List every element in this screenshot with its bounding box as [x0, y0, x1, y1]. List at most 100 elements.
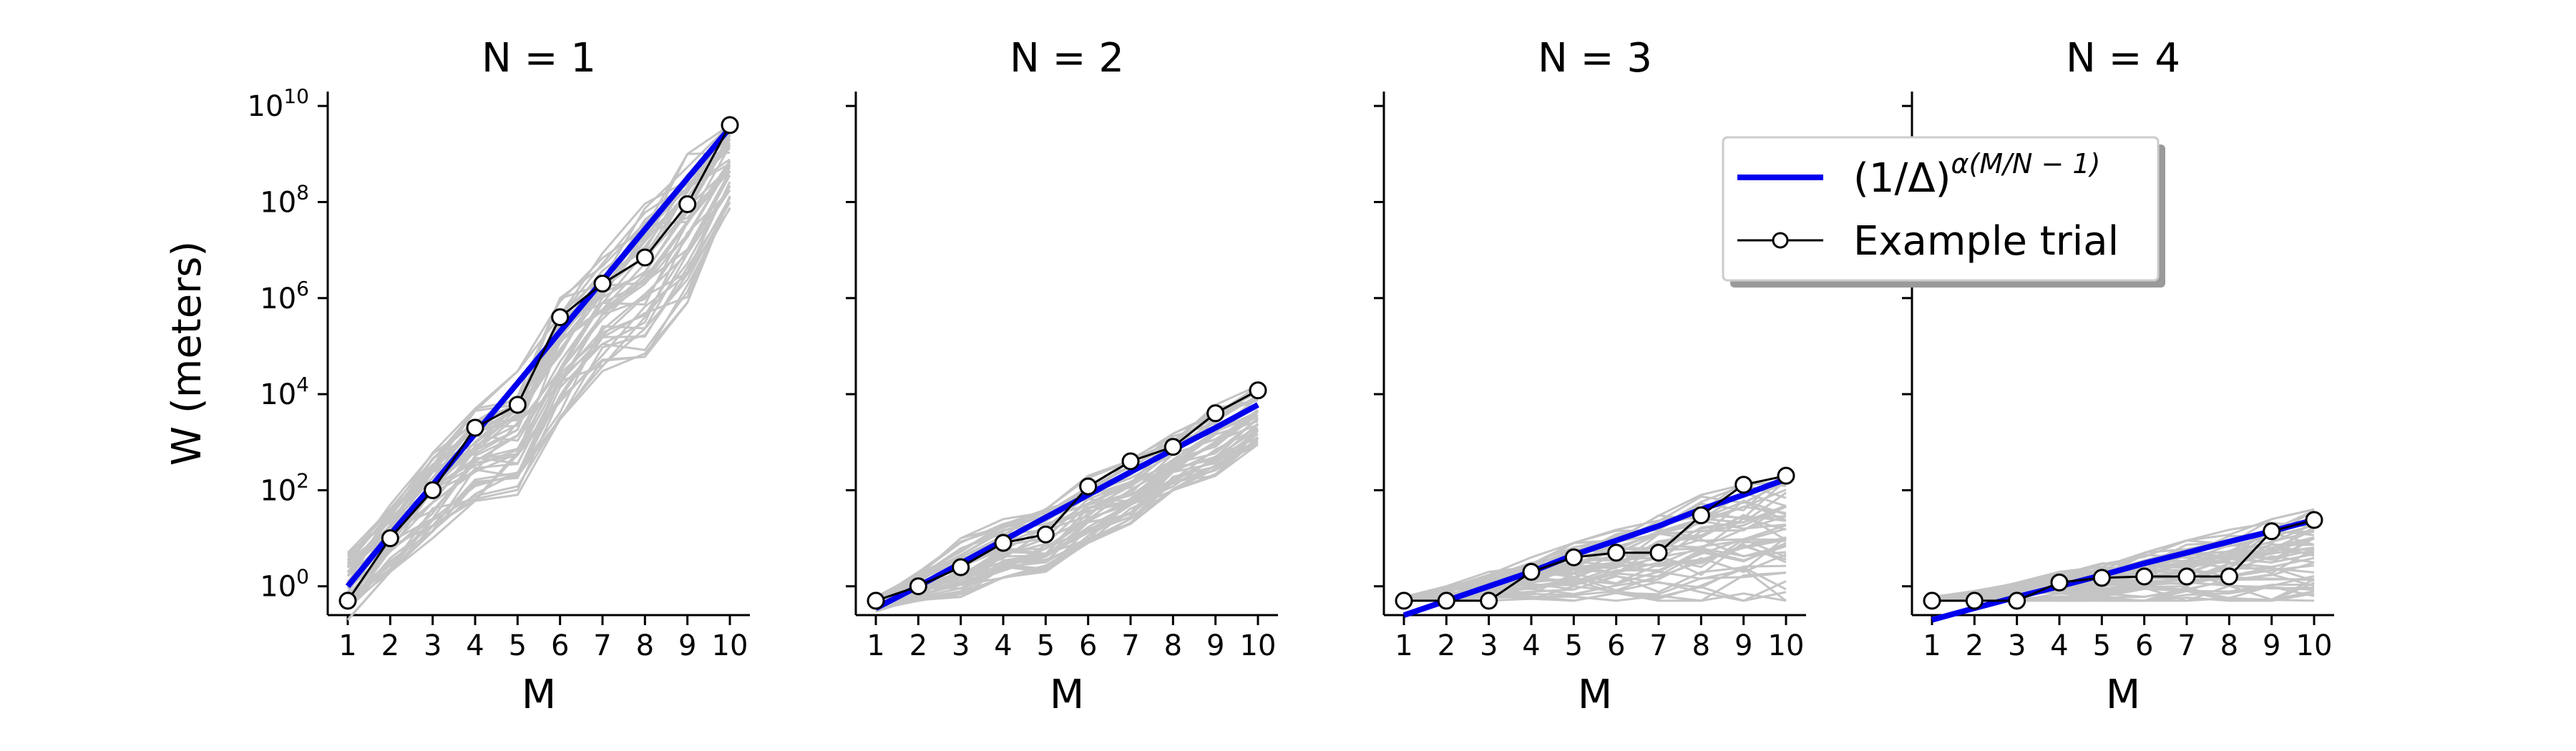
trial-line — [1403, 470, 1787, 599]
x-tick-label: 3 — [1480, 629, 1498, 662]
x-tick-label: 9 — [1735, 629, 1752, 662]
x-tick-label: 4 — [466, 629, 484, 662]
trial-line — [875, 440, 1259, 612]
x-tick-label: 7 — [593, 629, 611, 662]
trial-line — [875, 416, 1259, 609]
x-tick-label: 4 — [1522, 629, 1540, 662]
panel-4: N = 4 1 2 3 4 5 6 7 8 9 10 M — [1902, 35, 2334, 718]
y-tick-label: 102 — [260, 468, 309, 507]
panel-title: N = 1 — [482, 35, 596, 82]
x-tick-label: 1 — [1923, 629, 1941, 662]
x-tick-label: 8 — [1164, 629, 1182, 662]
example-trial-point — [2305, 511, 2323, 529]
x-tick-label: 5 — [1037, 629, 1055, 662]
x-tick-label: 7 — [1649, 629, 1667, 662]
panel-3: N = 3 1 2 3 4 5 6 7 8 9 10 M — [1374, 35, 1806, 718]
trial-line — [1403, 509, 1787, 599]
x-tick-label: 3 — [952, 629, 970, 662]
example-trial-point — [593, 275, 612, 293]
example-trial-point — [867, 592, 885, 610]
trial-line — [346, 185, 731, 609]
trial-line — [346, 207, 731, 621]
x-tick-label: 6 — [2135, 629, 2153, 662]
example-trial-point — [1249, 381, 1267, 400]
example-trial-point — [2220, 567, 2238, 586]
example-trial-point — [994, 534, 1013, 552]
example-trial-point — [721, 116, 739, 134]
example-trial-point — [1036, 525, 1055, 544]
trial-line — [875, 436, 1259, 610]
example-trial-point — [1735, 476, 1753, 494]
example-trial-point — [1607, 544, 1626, 562]
example-trial-point — [1163, 438, 1182, 456]
x-axis-label: M — [522, 672, 556, 718]
x-tick-label: 5 — [1565, 629, 1583, 662]
x-tick-label: 7 — [1121, 629, 1139, 662]
example-trial-point — [1923, 592, 1941, 610]
x-tick-label: 2 — [1966, 629, 1984, 662]
trial-line — [346, 190, 731, 609]
y-tick-label: 104 — [260, 373, 309, 411]
legend-fit-label: (1/Δ)α(M/N − 1) — [1853, 148, 2100, 202]
y-tick-label: 108 — [260, 180, 309, 219]
x-tick-label: 5 — [2093, 629, 2111, 662]
x-tick-label: 9 — [2263, 629, 2280, 662]
example-trial-point — [1480, 592, 1498, 610]
x-tick-label: 8 — [1692, 629, 1710, 662]
example-trial-point — [1079, 477, 1098, 496]
trial-line — [346, 135, 731, 564]
x-axis-label: M — [1050, 672, 1084, 718]
example-trial-point — [466, 418, 484, 437]
x-tick-label: 8 — [636, 629, 654, 662]
example-trial-point — [1522, 562, 1541, 581]
x-axis-label: M — [2106, 672, 2140, 718]
fit-line — [345, 126, 733, 589]
panel-1: N = 1 100 102 104 106 108 1010 1 2 3 4 5 6 7 8 9 10 M W (m… — [164, 35, 750, 718]
x-tick-label: 6 — [1607, 629, 1625, 662]
example-trial-point — [1121, 452, 1140, 471]
x-tick-label: 9 — [678, 629, 696, 662]
legend: (1/Δ)α(M/N − 1) Example trial — [1722, 136, 2165, 288]
trial-line — [875, 436, 1259, 609]
example-trial-point — [1564, 548, 1583, 566]
example-trial-point — [2092, 569, 2111, 587]
example-trial-point — [2135, 567, 2154, 586]
trial-line — [346, 138, 731, 574]
example-trial-point — [952, 558, 970, 576]
example-trial-point — [2050, 573, 2069, 592]
example-trial-point — [635, 248, 654, 267]
example-trial-point — [338, 592, 357, 610]
panel-title: N = 3 — [1538, 35, 1652, 82]
x-tick-label: 8 — [2220, 629, 2238, 662]
panel-title: N = 2 — [1010, 35, 1124, 82]
x-tick-label: 3 — [424, 629, 441, 662]
x-tick-label: 2 — [381, 629, 399, 662]
x-tick-label: 2 — [909, 629, 927, 662]
example-trial-point — [2263, 522, 2281, 541]
example-trial-point — [424, 481, 442, 499]
x-tick-label: 6 — [551, 629, 569, 662]
example-trial-point — [1777, 466, 1795, 485]
x-tick-label: 1 — [867, 629, 884, 662]
trial-line — [1931, 508, 2315, 599]
example-trial-line — [346, 124, 731, 602]
trial-line — [346, 186, 731, 609]
x-tick-label: 10 — [712, 629, 748, 662]
legend-box — [1722, 136, 2160, 282]
legend-example-marker — [1772, 232, 1789, 249]
y-tick-label: 1010 — [247, 84, 309, 123]
x-axis-label: M — [1578, 672, 1612, 718]
x-tick-label: 10 — [1240, 629, 1277, 662]
trial-line — [346, 195, 731, 621]
example-trial-point — [1692, 506, 1710, 525]
trial-line — [875, 391, 1259, 602]
x-tick-label: 1 — [338, 629, 356, 662]
panel-title: N = 4 — [2066, 35, 2180, 82]
example-trial-line — [1932, 519, 2315, 602]
legend-fit-exponent: α(M/N − 1) — [1951, 148, 2101, 180]
x-tick-label: 7 — [2177, 629, 2195, 662]
trial-line — [1931, 542, 2315, 601]
fit-line — [1931, 517, 2316, 623]
x-tick-label: 3 — [2008, 629, 2026, 662]
